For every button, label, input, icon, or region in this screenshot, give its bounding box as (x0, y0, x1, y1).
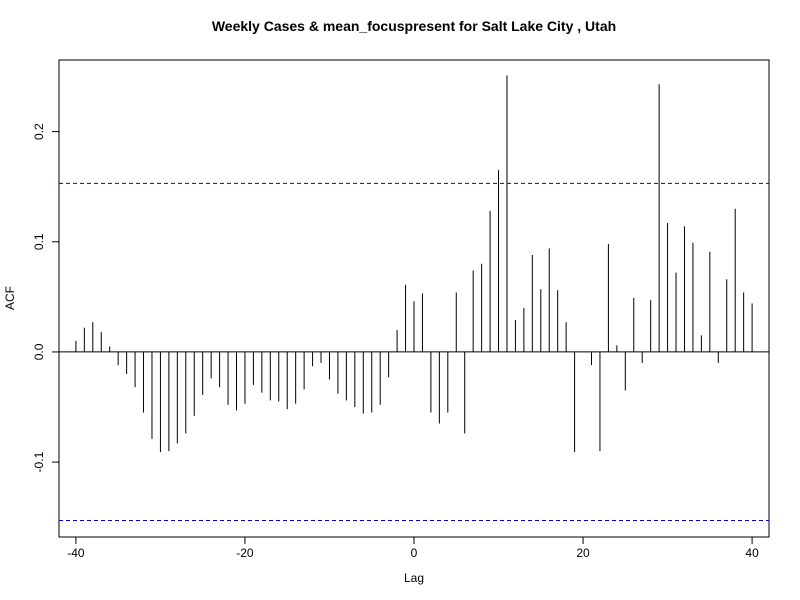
x-axis-label: Lag (404, 571, 424, 585)
y-tick-label: 0.2 (32, 123, 46, 140)
acf-bars (75, 75, 753, 453)
y-tick-label: 0.0 (32, 343, 46, 360)
y-axis: -0.1 0.0 0.1 0.2 (32, 123, 60, 472)
y-tick-label: 0.1 (32, 233, 46, 250)
x-axis: -40 -20 0 20 40 (67, 536, 759, 560)
x-tick-label: 40 (745, 546, 759, 560)
y-axis-label: ACF (3, 286, 17, 310)
plot-frame (58, 59, 770, 538)
x-tick-label: 0 (411, 546, 418, 560)
x-tick-label: 20 (576, 546, 590, 560)
x-tick-label: -20 (236, 546, 254, 560)
chart-title: Weekly Cases & mean_focuspresent for Sal… (212, 18, 616, 34)
y-tick-label: -0.1 (32, 451, 46, 472)
x-tick-label: -40 (67, 546, 85, 560)
